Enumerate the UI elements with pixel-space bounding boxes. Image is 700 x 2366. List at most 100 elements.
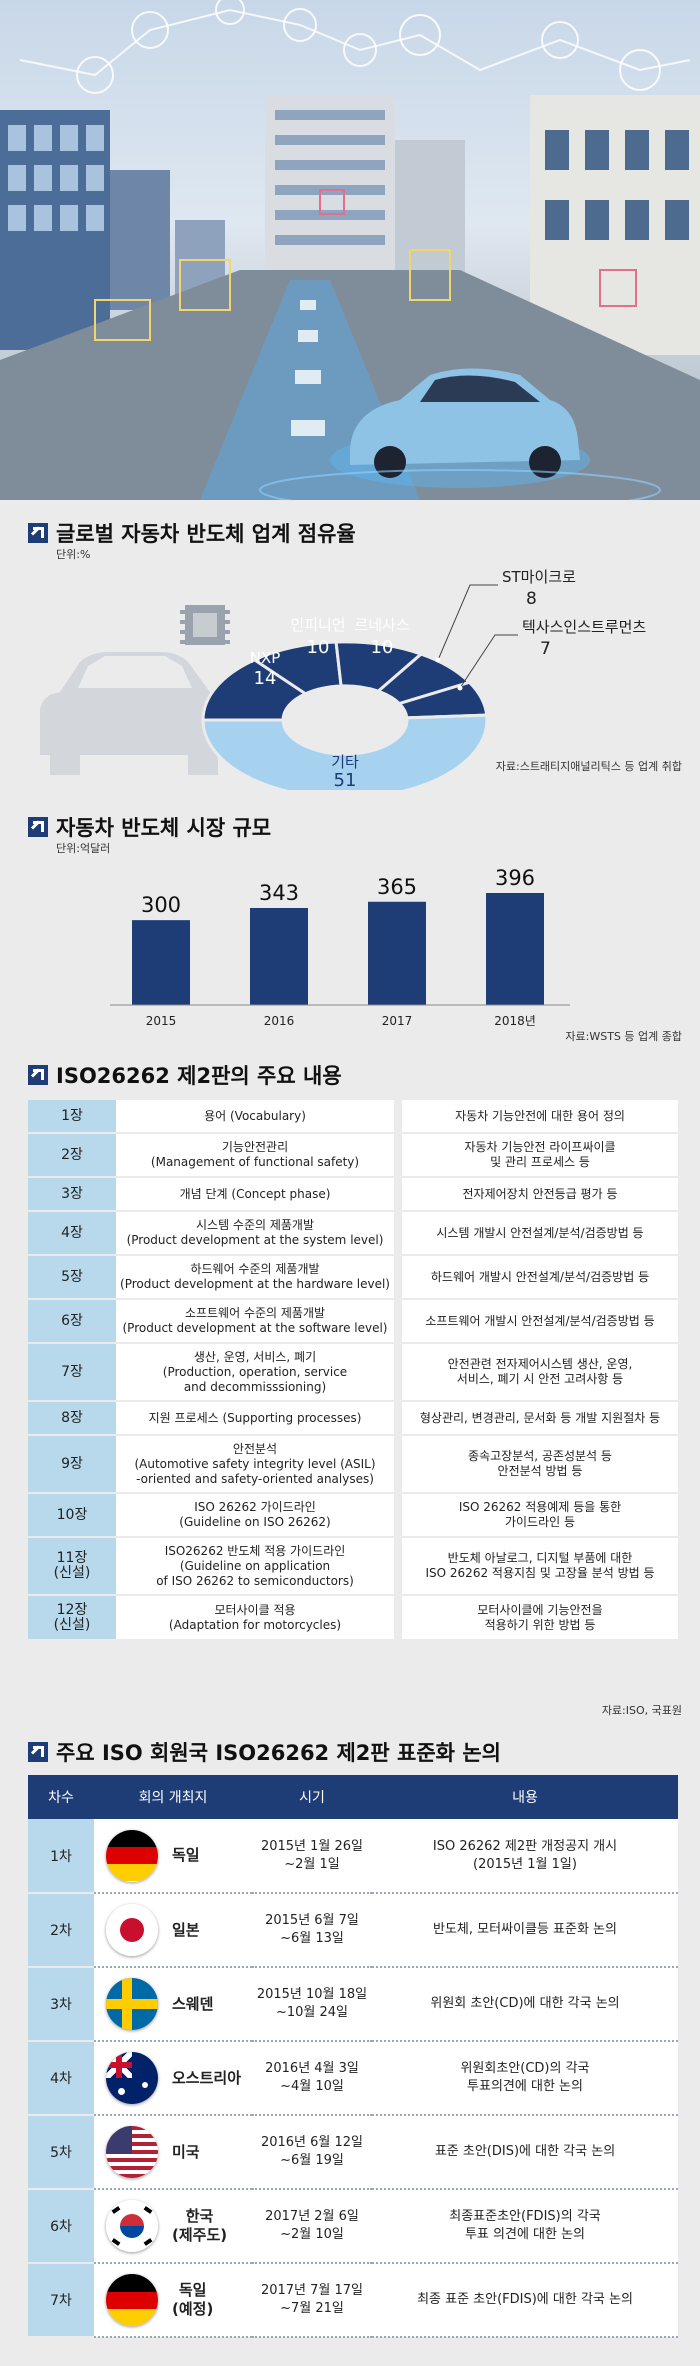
iso-row: 9장 안전분석 (Automotive safety integrity level… <box>28 1434 678 1493</box>
brain-icon <box>399 14 441 56</box>
network-node-icon <box>215 0 245 25</box>
header-round: 차수 <box>28 1775 94 1819</box>
arrow-up-right-icon <box>28 1742 48 1762</box>
iso-chapter-name: 시스템 수준의 제품개발 (Product development at the … <box>116 1210 398 1255</box>
discussion-row: 5차 미국 2016년 6월 12일 ~6월 19일 표준 초안(DIS)에 대한 각국… <box>28 2115 678 2190</box>
discussion-content: 반도체, 모터싸이클등 표준화 논의 <box>372 1893 678 1968</box>
iso-chapter-description: 소프트웨어 개발시 안전설계/분석/검증방법 등 <box>394 1298 678 1343</box>
header-period: 시기 <box>252 1775 372 1819</box>
iso-chapter-description: 모터사이클에 기능안전을 적용하기 위한 방법 등 <box>394 1594 678 1639</box>
hero-illustration <box>0 0 700 500</box>
iso-chapter: 8장 <box>28 1400 116 1435</box>
iso-chapter: 6장 <box>28 1298 116 1343</box>
iso-chapter-name: 용어 (Vocabulary) <box>116 1098 398 1133</box>
discussion-row: 2차 일본 2015년 6월 7일 ~6월 13일 반도체, 모터싸이클등 표준화 논의 <box>28 1893 678 1968</box>
market-value-label: 343 <box>259 881 299 905</box>
car-silhouette-icon <box>40 652 228 775</box>
header-place: 회의 개최지 <box>94 1775 252 1819</box>
share-label-renesas: 르네사스 <box>354 616 409 634</box>
iso-contents-table: 1장 용어 (Vocabulary) 자동차 기능안전에 대한 용어 정의 2장 기능안… <box>28 1098 678 1639</box>
iso-chapter-description: 자동차 기능안전 라이프싸이클 및 관리 프로세스 등 <box>394 1132 678 1177</box>
discussion-round: 7차 <box>28 2263 94 2338</box>
market-year-label: 2017 <box>382 1014 413 1028</box>
chip-icon <box>180 605 230 645</box>
place-name: 독일 <box>172 1846 200 1864</box>
discussion-section-title: 주요 ISO 회원국 ISO26262 제2판 표준화 논의 <box>28 1737 501 1767</box>
share-value-ti: 7 <box>540 639 551 659</box>
iso-chapter-name: 개념 단계 (Concept phase) <box>116 1176 398 1211</box>
japan-flag-icon <box>106 1904 158 1956</box>
share-source: 자료:스트래티지애널리틱스 등 업계 취합 <box>495 760 682 773</box>
discussion-round: 2차 <box>28 1893 94 1968</box>
market-unit: 단위:억달러 <box>56 842 111 855</box>
discussion-row: 1차 독일 2015년 1월 26일 ~2월 1일 ISO 26262 제2판 개정공지… <box>28 1819 678 1894</box>
market-value-label: 396 <box>495 866 535 890</box>
discussion-period: 2016년 6월 12일 ~6월 19일 <box>252 2115 372 2190</box>
iso-chapter: 10장 <box>28 1492 116 1537</box>
discussion-content: 최종표준초안(FDIS)의 각국 투표 의견에 대한 논의 <box>372 2189 678 2264</box>
discussion-place: 독일 <box>94 1819 252 1894</box>
iso-chapter-name: 기능안전관리 (Management of functional safety) <box>116 1132 398 1177</box>
market-bar-chart: 300 2015 343 2016 365 2017 396 2018년 <box>110 866 570 1028</box>
market-bar-2018년 <box>486 893 544 1005</box>
discussion-period: 2015년 1월 26일 ~2월 1일 <box>252 1819 372 1894</box>
network-node-icon <box>283 8 317 42</box>
market-bar-2017 <box>368 901 426 1005</box>
donut-label-NXP: NXP 14 <box>250 649 281 689</box>
discussion-table: 차수 회의 개최지 시기 내용 1차 독일 2015년 1월 26일 ~2월 1일 IS… <box>28 1775 678 2338</box>
discussion-period: 2015년 10월 18일 ~10월 24일 <box>252 1967 372 2042</box>
discussion-place: 오스트리아 <box>94 2041 252 2116</box>
iso-chapter-name: ISO26262 반도체 적용 가이드라인 (Guideline on appli… <box>116 1536 398 1595</box>
share-section-title: 글로벌 자동차 반도체 업계 점유율 <box>28 518 356 548</box>
iso-section-title: ISO26262 제2판의 주요 내용 <box>28 1060 342 1090</box>
iso-row: 2장 기능안전관리 (Management of functional safety… <box>28 1132 678 1177</box>
discussion-period: 2017년 7월 17일 ~7월 21일 <box>252 2263 372 2338</box>
network-node-icon <box>131 11 169 49</box>
australia-flag-icon <box>106 2052 158 2104</box>
market-year-label: 2018년 <box>494 1014 536 1028</box>
iso-row: 6장 소프트웨어 수준의 제품개발 (Product development at … <box>28 1298 678 1343</box>
discussion-row: 6차 한국 (제주도) 2017년 2월 6일 ~2월 10일 최종표준초안(FDIS)의… <box>28 2189 678 2264</box>
iso-chapter-description: 전자제어장치 안전등급 평가 등 <box>394 1176 678 1211</box>
discussion-row: 4차 오스트리아 2016년 4월 3일 ~4월 10일 위원회초안(CD)의 각국 투표… <box>28 2041 678 2116</box>
iso-chapter: 11장 (신설) <box>28 1536 116 1595</box>
share-value-renesas: 10 <box>371 637 394 658</box>
share-label-st: ST마이크로 <box>502 568 576 586</box>
iso-row: 7장 생산, 운영, 서비스, 폐기 (Production, operation,… <box>28 1342 678 1401</box>
discussion-header-row: 차수 회의 개최지 시기 내용 <box>28 1775 678 1819</box>
place-name: 미국 <box>172 2142 200 2161</box>
share-label-others: 기타 <box>331 753 359 771</box>
iso-chapter-description: 하드웨어 개발시 안전설계/분석/검증방법 등 <box>394 1254 678 1299</box>
share-value-infineon: 10 <box>307 637 330 658</box>
iso-source: 자료:ISO, 국표원 <box>601 1704 682 1717</box>
place-name: 독일 (예정) <box>172 2281 214 2318</box>
iso-row: 1장 용어 (Vocabulary) 자동차 기능안전에 대한 용어 정의 <box>28 1098 678 1133</box>
usa-flag-icon <box>106 2126 158 2178</box>
iso-chapter-name: 모터사이클 적용 (Adaptation for motorcycles) <box>116 1594 398 1639</box>
discussion-period: 2016년 4월 3일 ~4월 10일 <box>252 2041 372 2116</box>
discussion-content: 최종 표준 초안(FDIS)에 대한 각국 논의 <box>372 2263 678 2338</box>
iso-chapter: 12장 (신설) <box>28 1594 116 1639</box>
iso-row: 8장 지원 프로세스 (Supporting processes) 형상관리, 변경… <box>28 1400 678 1435</box>
iso-chapter: 7장 <box>28 1342 116 1401</box>
smart-city-illustration <box>0 0 700 500</box>
iso-chapter: 3장 <box>28 1176 116 1211</box>
network-node-icon <box>76 56 114 94</box>
discussion-place: 스웨덴 <box>94 1967 252 2042</box>
place-name: 오스트리아 <box>172 2068 242 2087</box>
iso-chapter-name: ISO 26262 가이드라인 (Guideline on ISO 26262) <box>116 1492 398 1537</box>
discussion-place: 독일 (예정) <box>94 2263 252 2338</box>
discussion-row: 7차 독일 (예정) 2017년 7월 17일 ~7월 21일 최종 표준 초안(FDIS… <box>28 2263 678 2338</box>
market-year-label: 2015 <box>146 1014 177 1028</box>
person-icon <box>619 49 661 91</box>
iso-row: 10장 ISO 26262 가이드라인 (Guideline on ISO 2626… <box>28 1492 678 1537</box>
discussion-place: 미국 <box>94 2115 252 2190</box>
share-value-st: 8 <box>526 589 537 609</box>
discussion-place: 한국 (제주도) <box>94 2189 252 2264</box>
discussion-period: 2017년 2월 6일 ~2월 10일 <box>252 2189 372 2264</box>
iso-chapter: 1장 <box>28 1098 116 1133</box>
share-value-nxp: 14 <box>254 668 277 689</box>
discussion-round: 3차 <box>28 1967 94 2042</box>
arrow-up-right-icon <box>28 817 48 837</box>
discussion-content: 위원회초안(CD)의 각국 투표의견에 대한 논의 <box>372 2041 678 2116</box>
